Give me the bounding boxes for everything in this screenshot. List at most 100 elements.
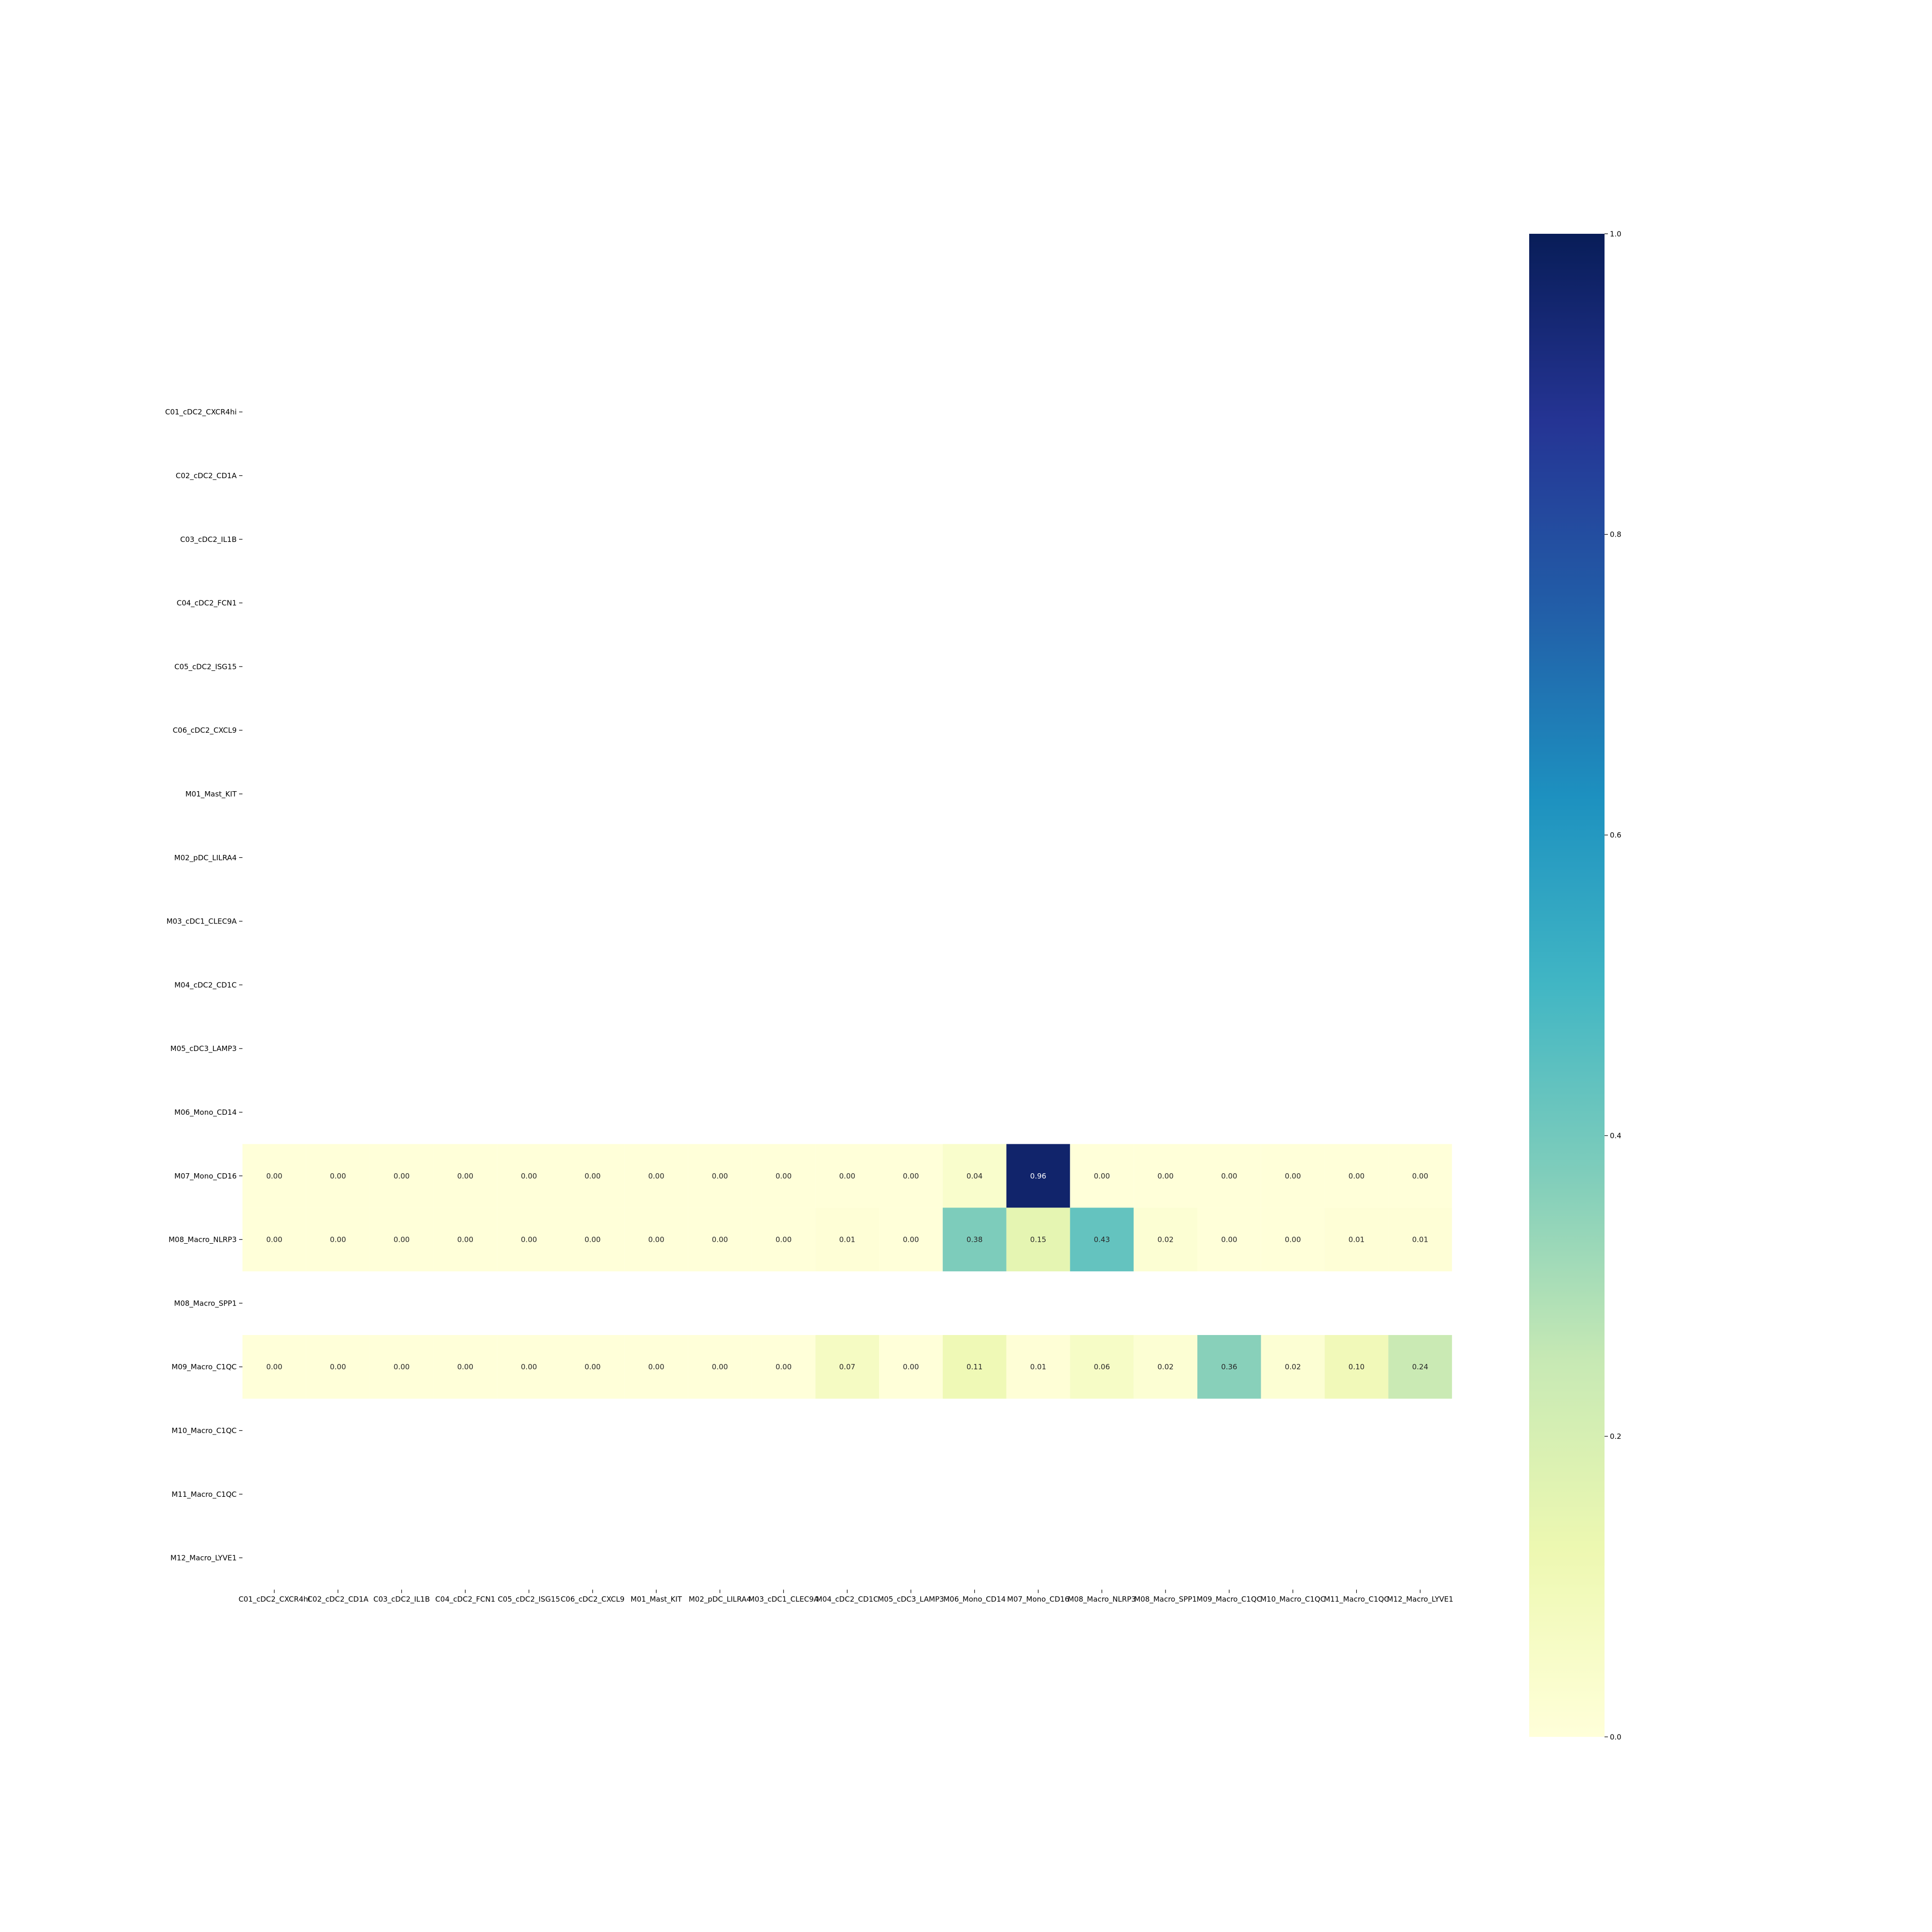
row-label: M07_Mono_CD16 <box>174 1172 237 1181</box>
heatmap-cell <box>242 1335 306 1399</box>
heatmap-cell <box>1261 1335 1325 1399</box>
row-label: C03_cDC2_IL1B <box>180 535 237 544</box>
heatmap-cell <box>1006 1208 1070 1272</box>
cell-value-label: 0.24 <box>1412 1363 1428 1371</box>
cell-value-label: 0.43 <box>1094 1236 1110 1244</box>
row-label: M11_Macro_C1QC <box>171 1490 237 1499</box>
cell-value-label: 0.00 <box>266 1363 282 1371</box>
cell-value-label: 0.01 <box>1349 1236 1364 1244</box>
column-label: M12_Macro_LYVE1 <box>1387 1595 1453 1604</box>
cell-value-label: 0.00 <box>903 1172 919 1180</box>
row-label: M01_Mast_KIT <box>185 790 237 799</box>
heatmap-cell <box>1070 1144 1134 1208</box>
row-label: C06_cDC2_CXCL9 <box>173 726 237 735</box>
cell-value-label: 0.04 <box>966 1172 982 1180</box>
heatmap-cell <box>624 1335 688 1399</box>
cell-value-label: 0.00 <box>394 1363 410 1371</box>
column-label: M08_Macro_SPP1 <box>1134 1595 1197 1604</box>
cell-value-label: 0.00 <box>1094 1172 1110 1180</box>
heatmap-cell <box>369 1144 434 1208</box>
cell-value-label: 0.38 <box>966 1236 982 1244</box>
heatmap-cell <box>1134 1208 1197 1272</box>
heatmap-cell <box>306 1144 370 1208</box>
cell-value-label: 0.00 <box>330 1172 346 1180</box>
heatmap-cell <box>433 1335 497 1399</box>
cell-value-label: 0.00 <box>521 1363 537 1371</box>
row-label: M04_cDC2_CD1C <box>174 980 237 990</box>
heatmap-cell <box>561 1208 625 1272</box>
heatmap-cell <box>879 1335 943 1399</box>
row-label: M10_Macro_C1QC <box>171 1426 237 1435</box>
cell-value-label: 0.00 <box>521 1172 537 1180</box>
cell-value-label: 0.00 <box>903 1236 919 1244</box>
cell-value-label: 0.02 <box>1157 1236 1173 1244</box>
cell-value-label: 0.00 <box>266 1172 282 1180</box>
column-label: C04_cDC2_FCN1 <box>435 1595 495 1604</box>
cell-value-label: 0.00 <box>648 1172 664 1180</box>
colorbar: 0.0 0.2 0.4 0.6 0.8 1.0 <box>1529 229 1621 1741</box>
heatmap-cell <box>624 1208 688 1272</box>
heatmap-cell <box>1388 1208 1452 1272</box>
heatmap-cell <box>433 1144 497 1208</box>
heatmap-cell <box>1197 1335 1261 1399</box>
cell-value-label: 0.00 <box>712 1236 728 1244</box>
colorbar-tick-label: 0.0 <box>1610 1733 1621 1741</box>
heatmap-cell <box>688 1208 752 1272</box>
heatmap-cell <box>688 1144 752 1208</box>
colorbar-tick-label: 0.2 <box>1610 1432 1621 1441</box>
cell-value-label: 0.96 <box>1030 1172 1046 1180</box>
cell-value-label: 0.00 <box>457 1172 473 1180</box>
cell-value-label: 0.00 <box>839 1172 855 1180</box>
cell-value-label: 0.00 <box>394 1236 410 1244</box>
row-labels: C01_cDC2_CXCR4hi C02_cDC2_CD1A C03_cDC2_IL… <box>165 408 242 1563</box>
heatmap-cell <box>369 1208 434 1272</box>
row-label: C02_cDC2_CD1A <box>176 471 237 481</box>
cell-value-label: 0.00 <box>903 1363 919 1371</box>
cell-value-label: 0.00 <box>394 1172 410 1180</box>
column-label: M03_cDC1_CLEC9A <box>749 1595 819 1604</box>
row-label: M12_Macro_LYVE1 <box>170 1554 237 1563</box>
column-label: C05_cDC2_ISG15 <box>498 1595 560 1604</box>
cell-value-label: 0.01 <box>1412 1236 1428 1244</box>
row-label: M09_Macro_C1QC <box>171 1363 237 1372</box>
cell-value-label: 0.00 <box>457 1363 473 1371</box>
cell-value-label: 0.00 <box>776 1236 792 1244</box>
cell-value-label: 0.00 <box>584 1172 600 1180</box>
cell-value-label: 0.00 <box>648 1236 664 1244</box>
row-label: M02_pDC_LILRA4 <box>174 853 237 863</box>
row-label: C04_cDC2_FCN1 <box>177 599 237 608</box>
column-label: M02_pDC_LILRA4 <box>689 1595 751 1604</box>
row-label: M08_Macro_SPP1 <box>174 1299 237 1308</box>
heatmap-cell <box>752 1335 816 1399</box>
colorbar-gradient <box>1529 234 1605 1737</box>
cell-value-label: 0.00 <box>330 1363 346 1371</box>
column-label: M05_cDC3_LAMP3 <box>878 1595 944 1604</box>
colorbar-tick-label: 0.6 <box>1610 831 1621 839</box>
heatmap-cell <box>1197 1144 1261 1208</box>
heatmap-cell <box>1261 1208 1325 1272</box>
row-label: M05_cDC3_LAMP3 <box>170 1044 237 1053</box>
heatmap-cell <box>306 1335 370 1399</box>
cell-value-label: 0.00 <box>776 1363 792 1371</box>
column-label: C06_cDC2_CXCL9 <box>561 1595 625 1604</box>
colorbar-tick-label: 1.0 <box>1610 229 1621 238</box>
heatmap-cell <box>752 1144 816 1208</box>
column-label: C01_cDC2_CXCR4hi <box>239 1595 310 1604</box>
column-label: C03_cDC2_IL1B <box>373 1595 430 1604</box>
heatmap-cell <box>1070 1335 1134 1399</box>
column-label: C02_cDC2_CD1A <box>308 1595 369 1604</box>
heatmap-cell <box>815 1208 879 1272</box>
heatmap-cell <box>1324 1144 1389 1208</box>
heatmap-cell <box>497 1335 561 1399</box>
cell-value-label: 0.15 <box>1030 1236 1046 1244</box>
heatmap-cell <box>433 1208 497 1272</box>
heatmap-cell <box>815 1335 879 1399</box>
cell-value-label: 0.36 <box>1221 1363 1237 1371</box>
heatmap-cell <box>942 1208 1007 1272</box>
heatmap-cell <box>942 1335 1007 1399</box>
column-label: M04_cDC2_CD1C <box>816 1595 879 1604</box>
column-label: M09_Macro_C1QC <box>1197 1595 1262 1604</box>
colorbar-tick-label: 0.8 <box>1610 530 1621 539</box>
column-label: M11_Macro_C1QC <box>1324 1595 1389 1604</box>
